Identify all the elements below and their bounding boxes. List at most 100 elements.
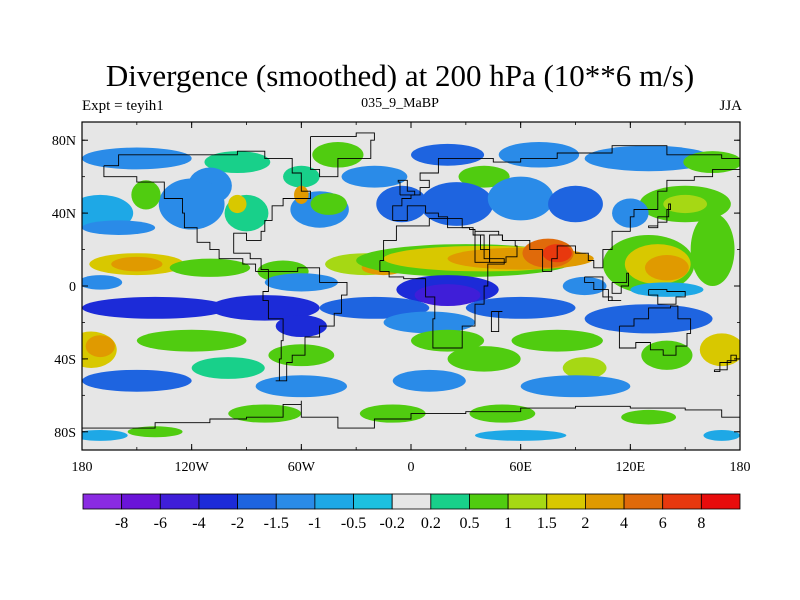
contour-region — [319, 296, 430, 319]
contour-region — [275, 315, 327, 338]
colorbar-label: -6 — [154, 515, 167, 532]
contour-region — [127, 426, 183, 438]
colorbar-label: 6 — [659, 515, 667, 532]
contour-region — [621, 409, 677, 425]
colorbar-swatch — [700, 493, 741, 510]
coastline — [648, 203, 671, 229]
contour-region — [420, 182, 494, 226]
contour-region — [498, 142, 580, 168]
contour-region — [312, 142, 364, 168]
contour-region — [191, 357, 265, 379]
contour-region — [562, 357, 607, 379]
contour-region — [255, 375, 348, 398]
contour-region — [169, 258, 251, 277]
contour-region — [562, 276, 607, 296]
contour-region — [111, 256, 163, 272]
contour-region — [383, 311, 475, 334]
contour-region — [584, 145, 713, 172]
colorbar-label: 0.2 — [421, 515, 441, 532]
x-tick-label: 180 — [72, 460, 93, 475]
coastline — [713, 354, 737, 373]
contour-region — [644, 255, 689, 281]
contour-region — [487, 176, 554, 221]
y-tick-label: 40N — [52, 207, 76, 222]
contour-region — [341, 165, 408, 188]
contour-region — [612, 198, 649, 228]
x-tick-label: 180 — [730, 460, 751, 475]
colorbar-label: 0.5 — [459, 515, 479, 532]
contour-region — [82, 369, 192, 392]
coastline — [392, 145, 740, 272]
colorbar-label: -1 — [308, 515, 321, 532]
contour-region — [209, 295, 320, 321]
coastline — [379, 218, 505, 349]
y-tick-label: 0 — [69, 280, 76, 295]
contour-region — [85, 335, 115, 358]
x-tick-label: 60E — [509, 460, 532, 475]
contour-region — [82, 296, 229, 319]
colorbar-swatch — [585, 493, 625, 510]
colorbar-swatch — [469, 493, 509, 510]
contour-region — [703, 429, 740, 441]
colorbar-label: 4 — [620, 515, 628, 532]
contour-region — [82, 147, 192, 170]
colorbar-swatch — [237, 493, 277, 510]
coastline — [397, 179, 416, 196]
colorbar-swatch — [198, 493, 238, 510]
contour-region — [359, 404, 426, 423]
colorbar-swatch — [121, 493, 161, 510]
colorbar-label: 1 — [504, 515, 512, 532]
contour-region — [228, 194, 247, 214]
contour-region — [465, 296, 576, 319]
chart-title: Divergence (smoothed) at 200 hPa (10**6 … — [105, 58, 695, 93]
colorbar-label: -0.5 — [341, 515, 366, 532]
coastline — [82, 400, 740, 429]
colorbar-label: -8 — [115, 515, 128, 532]
colorbar-label: -2 — [231, 515, 244, 532]
contour-region — [294, 185, 309, 204]
colorbar-swatch — [623, 493, 664, 510]
contour-region — [228, 404, 302, 423]
colorbar-label: -0.2 — [380, 515, 405, 532]
contour-region — [520, 375, 631, 398]
contour-region — [82, 220, 156, 235]
contour-region — [469, 404, 536, 423]
colorbar-swatch — [314, 493, 354, 510]
colorbar-swatch — [662, 493, 702, 510]
coastline — [611, 272, 629, 294]
y-tick-label: 40S — [54, 353, 76, 368]
experiment-label: Expt = teyih1 — [82, 98, 164, 114]
coastline — [310, 132, 375, 178]
x-tick-label: 120E — [616, 460, 646, 475]
contour-region — [411, 143, 485, 166]
colorbar-label: -4 — [192, 515, 205, 532]
colorbar-label: 8 — [697, 515, 705, 532]
contour-region — [447, 346, 521, 372]
colorbar-swatch — [353, 493, 393, 510]
x-tick-label: 60W — [288, 460, 316, 475]
contour-region — [663, 194, 708, 214]
coastline — [648, 289, 686, 305]
coastline — [103, 150, 311, 272]
contour-region — [474, 429, 567, 441]
coastline — [490, 311, 503, 333]
colorbar-label: -1.5 — [264, 515, 289, 532]
colorbar-label: 2 — [581, 515, 589, 532]
contour-region — [82, 275, 123, 290]
y-tick-label: 80S — [54, 426, 76, 441]
contour-region — [158, 178, 225, 230]
contour-region — [690, 213, 735, 286]
colorbar-swatch — [275, 493, 316, 510]
contour-region — [458, 165, 510, 188]
contour-region — [131, 180, 161, 210]
colorbar-swatch — [82, 493, 123, 510]
coastline — [474, 230, 518, 263]
y-tick-label: 80N — [52, 134, 76, 149]
coastline — [618, 305, 692, 356]
contour-region — [414, 284, 481, 307]
contour-region — [411, 329, 485, 352]
coastline — [584, 276, 622, 302]
colorbar-swatch — [430, 493, 470, 510]
contour-region — [699, 333, 740, 367]
